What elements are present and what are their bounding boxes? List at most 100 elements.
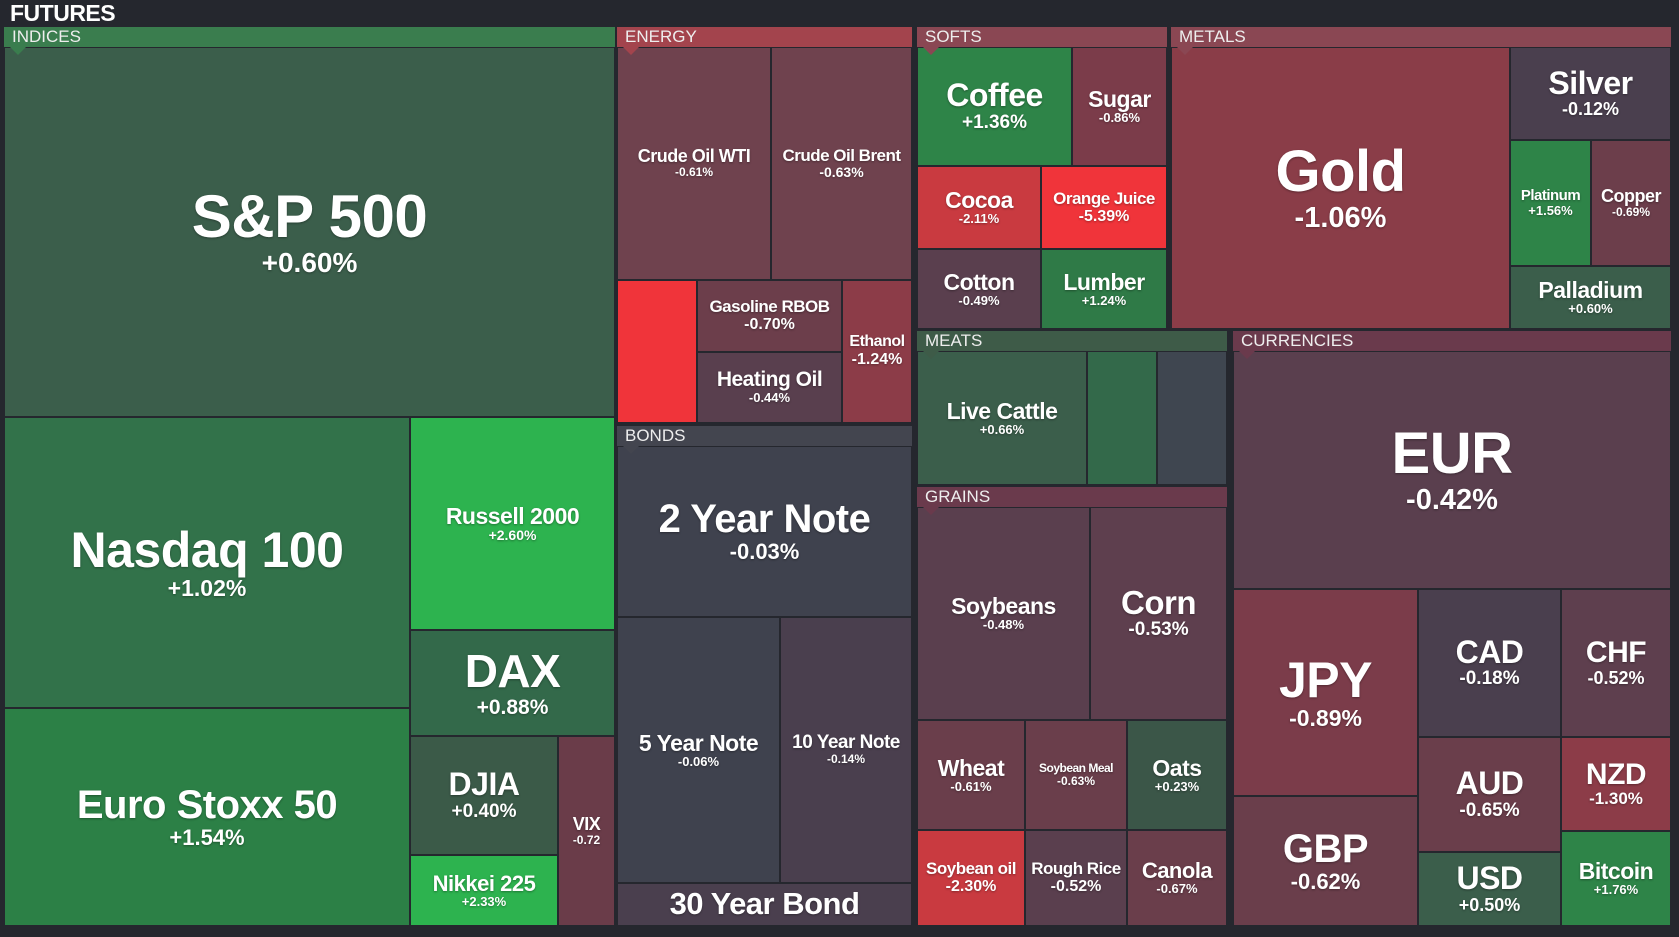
- tile-wheat[interactable]: Wheat -0.61%: [917, 720, 1025, 830]
- tile-name: Soybeans: [951, 593, 1056, 620]
- section-header-bonds[interactable]: BONDS: [617, 426, 912, 454]
- tile-cocoa[interactable]: Cocoa -2.11%: [917, 166, 1041, 249]
- tile-rough-rice[interactable]: Rough Rice -0.52%: [1025, 830, 1127, 926]
- tile-name: 5 Year Note: [638, 729, 759, 756]
- tile-change: -0.06%: [677, 753, 720, 769]
- caret-down-icon: [923, 47, 939, 55]
- section-header-currencies[interactable]: CURRENCIES: [1233, 331, 1671, 359]
- tile-name: AUD: [1455, 765, 1524, 802]
- tile-change: -2.11%: [958, 211, 1000, 227]
- tile-name: VIX: [572, 813, 601, 834]
- tile-change: -0.69%: [1611, 204, 1651, 219]
- tile-10-year-note[interactable]: 10 Year Note -0.14%: [780, 617, 912, 883]
- tile-s-p-500[interactable]: S&P 500 +0.60%: [4, 47, 615, 417]
- tile-soybean-meal[interactable]: Soybean Meal -0.63%: [1025, 720, 1127, 830]
- tile-djia[interactable]: DJIA +0.40%: [410, 736, 558, 855]
- tile-nasdaq-100[interactable]: Nasdaq 100 +1.02%: [4, 417, 410, 708]
- section-header-indices[interactable]: INDICES: [4, 27, 615, 55]
- tile-name: Crude Oil Brent: [782, 145, 901, 165]
- tile-palladium[interactable]: Palladium +0.60%: [1510, 266, 1671, 329]
- tile-unlabeled[interactable]: [1157, 351, 1227, 485]
- tile-orange-juice[interactable]: Orange Juice -5.39%: [1041, 166, 1167, 249]
- tile-cad[interactable]: CAD -0.18%: [1418, 589, 1561, 737]
- tile-change: -5.39%: [1078, 207, 1130, 225]
- tile-chf[interactable]: CHF -0.52%: [1561, 589, 1671, 737]
- section-label: MEATS: [925, 331, 983, 350]
- tile-coffee[interactable]: Coffee +1.36%: [917, 47, 1072, 166]
- tile-change: +2.33%: [461, 893, 507, 909]
- tile-soybeans[interactable]: Soybeans -0.48%: [917, 507, 1090, 720]
- tile-live-cattle[interactable]: Live Cattle +0.66%: [917, 351, 1087, 485]
- section-header-energy[interactable]: ENERGY: [617, 27, 912, 55]
- tile-name: Sugar: [1088, 86, 1151, 113]
- tile-gasoline-rbob[interactable]: Gasoline RBOB -0.70%: [697, 280, 842, 352]
- tile-heating-oil[interactable]: Heating Oil -0.44%: [697, 352, 842, 423]
- tile-change: -0.61%: [674, 165, 714, 180]
- tile-cotton[interactable]: Cotton -0.49%: [917, 249, 1041, 329]
- tile-name: Crude Oil WTI: [637, 146, 751, 167]
- tile-ethanol[interactable]: Ethanol -1.24%: [842, 280, 912, 423]
- tile-change: +1.76%: [1593, 882, 1639, 898]
- tile-change: -0.52%: [1587, 667, 1645, 688]
- tile-jpy[interactable]: JPY -0.89%: [1233, 589, 1418, 796]
- section-header-metals[interactable]: METALS: [1171, 27, 1671, 55]
- tile-change: -0.63%: [819, 163, 864, 180]
- tile-change: +0.66%: [979, 421, 1025, 437]
- tile-unlabeled[interactable]: [1087, 351, 1157, 485]
- tile-canola[interactable]: Canola -0.67%: [1127, 830, 1227, 926]
- tile-change: +2.60%: [488, 526, 537, 543]
- tile-crude-oil-wti[interactable]: Crude Oil WTI -0.61%: [617, 47, 771, 280]
- section-header-grains[interactable]: GRAINS: [917, 487, 1227, 515]
- tile-change: +0.50%: [1458, 894, 1521, 915]
- tile-change: -0.62%: [1290, 868, 1361, 894]
- tile-change: -0.86%: [1098, 110, 1141, 126]
- tile-usd[interactable]: USD +0.50%: [1418, 852, 1561, 926]
- tile-change: +0.23%: [1154, 778, 1200, 794]
- tile-gbp[interactable]: GBP -0.62%: [1233, 796, 1418, 926]
- tile-russell-2000[interactable]: Russell 2000 +2.60%: [410, 417, 615, 630]
- tile-platinum[interactable]: Platinum +1.56%: [1510, 140, 1591, 266]
- tile-crude-oil-brent[interactable]: Crude Oil Brent -0.63%: [771, 47, 912, 280]
- tile-silver[interactable]: Silver -0.12%: [1510, 47, 1671, 140]
- tile-change: -0.53%: [1128, 619, 1189, 641]
- tile-name: Coffee: [946, 77, 1043, 114]
- tile-bitcoin[interactable]: Bitcoin +1.76%: [1561, 831, 1671, 926]
- tile-name: Soybean oil: [926, 859, 1016, 879]
- tile-vix[interactable]: VIX -0.72: [558, 736, 615, 926]
- tile-change: +0.60%: [261, 247, 358, 279]
- tile-dax[interactable]: DAX +0.88%: [410, 630, 615, 736]
- tile-gold[interactable]: Gold -1.06%: [1171, 47, 1510, 329]
- tile-change: -0.65%: [1459, 799, 1520, 821]
- tile-corn[interactable]: Corn -0.53%: [1090, 507, 1227, 720]
- tile-name: 30 Year Bond: [669, 886, 860, 922]
- tile-change: +1.24%: [1081, 292, 1127, 308]
- tile-euro-stoxx-50[interactable]: Euro Stoxx 50 +1.54%: [4, 708, 410, 926]
- section-header-meats[interactable]: MEATS: [917, 331, 1227, 359]
- tile-change: -0.03%: [729, 539, 800, 565]
- tile-5-year-note[interactable]: 5 Year Note -0.06%: [617, 617, 780, 883]
- tile-nikkei-225[interactable]: Nikkei 225 +2.33%: [410, 855, 558, 926]
- tile-30-year-bond[interactable]: 30 Year Bond: [617, 883, 912, 926]
- tile-nzd[interactable]: NZD -1.30%: [1561, 737, 1671, 831]
- tile-name: CHF: [1585, 636, 1647, 670]
- tile-unlabeled[interactable]: [617, 280, 697, 423]
- tile-name: Nasdaq 100: [70, 521, 344, 578]
- tile-name: Ethanol: [849, 333, 905, 351]
- caret-down-icon: [623, 446, 639, 454]
- tile-lumber[interactable]: Lumber +1.24%: [1041, 249, 1167, 329]
- section-header-softs[interactable]: SOFTS: [917, 27, 1167, 55]
- tile-sugar[interactable]: Sugar -0.86%: [1072, 47, 1167, 166]
- tile-2-year-note[interactable]: 2 Year Note -0.03%: [617, 446, 912, 617]
- tile-aud[interactable]: AUD -0.65%: [1418, 737, 1561, 852]
- tile-name: Palladium: [1538, 277, 1643, 304]
- tile-change: +0.40%: [451, 800, 517, 822]
- tile-name: EUR: [1391, 420, 1513, 486]
- tile-oats[interactable]: Oats +0.23%: [1127, 720, 1227, 830]
- tile-eur[interactable]: EUR -0.42%: [1233, 351, 1671, 589]
- caret-down-icon: [1239, 351, 1255, 359]
- bottom-bar: [0, 926, 1679, 937]
- tile-copper[interactable]: Copper -0.69%: [1591, 140, 1671, 266]
- tile-change: +0.60%: [1568, 301, 1613, 317]
- tile-soybean-oil[interactable]: Soybean oil -2.30%: [917, 830, 1025, 926]
- tile-name: Cocoa: [945, 187, 1013, 214]
